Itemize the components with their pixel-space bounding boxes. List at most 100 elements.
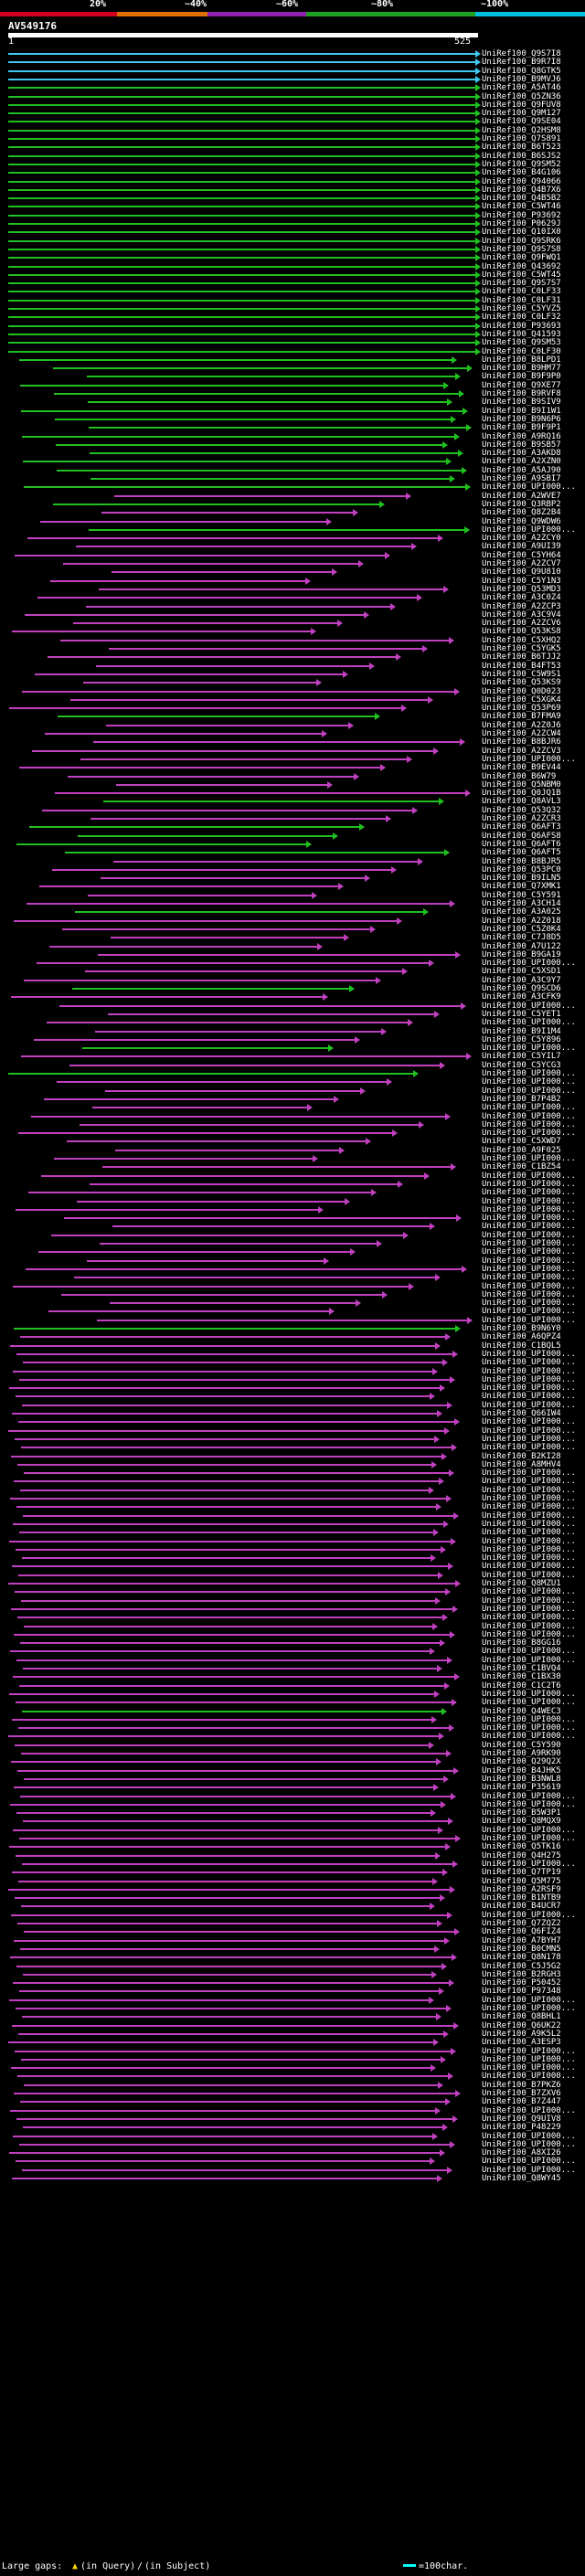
hit-alignment-bar[interactable] (8, 215, 475, 217)
hit-alignment-bar[interactable] (11, 2067, 431, 2069)
hit-alignment-bar[interactable] (54, 1158, 313, 1160)
hit-label-link[interactable]: UniRef100_C0LF31 (482, 296, 561, 305)
hit-label-link[interactable]: UniRef100_C5Y591 (482, 891, 561, 900)
hit-alignment-bar[interactable] (8, 223, 475, 225)
hit-label-link[interactable]: UniRef100_B2RGH3 (482, 1970, 561, 1979)
hit-alignment-bar[interactable] (8, 121, 475, 122)
hit-label-link[interactable]: UniRef100_Q6FIZ4 (482, 1927, 561, 1936)
hit-label-link[interactable]: UniRef100_UPI000... (482, 1443, 576, 1452)
hit-alignment-bar[interactable] (26, 1268, 462, 1270)
hit-label-link[interactable]: UniRef100_B5W3P1 (482, 1808, 561, 1818)
hit-alignment-bar[interactable] (12, 1565, 448, 1567)
hit-alignment-bar[interactable] (105, 1090, 360, 1092)
hit-alignment-bar[interactable] (22, 1863, 452, 1865)
hit-label-link[interactable]: UniRef100_Q5TK16 (482, 1842, 561, 1851)
hit-label-link[interactable]: UniRef100_Q7XMK1 (482, 882, 561, 891)
hit-label-link[interactable]: UniRef100_A2ZCW4 (482, 729, 561, 738)
hit-alignment-bar[interactable] (12, 2025, 453, 2027)
hit-alignment-bar[interactable] (113, 861, 418, 863)
hit-label-link[interactable]: UniRef100_Q0D023 (482, 687, 561, 696)
hit-alignment-bar[interactable] (8, 70, 475, 72)
hit-label-link[interactable]: UniRef100_UPI000... (482, 525, 576, 535)
hit-alignment-bar[interactable] (18, 1574, 438, 1576)
hit-alignment-bar[interactable] (22, 436, 454, 438)
hit-alignment-bar[interactable] (11, 1608, 452, 1610)
hit-alignment-bar[interactable] (20, 1796, 451, 1797)
hit-alignment-bar[interactable] (8, 112, 475, 114)
hit-alignment-bar[interactable] (21, 1600, 435, 1602)
hit-label-link[interactable]: UniRef100_B8GG16 (482, 1638, 561, 1648)
hit-alignment-bar[interactable] (14, 1634, 450, 1636)
hit-alignment-bar[interactable] (22, 2169, 447, 2171)
hit-alignment-bar[interactable] (23, 1820, 448, 1822)
hit-alignment-bar[interactable] (75, 911, 423, 913)
hit-alignment-bar[interactable] (8, 342, 475, 344)
hit-alignment-bar[interactable] (116, 784, 327, 786)
hit-label-link[interactable]: UniRef100_Q9SM53 (482, 338, 561, 347)
hit-label-link[interactable]: UniRef100_Q0JQ1B (482, 789, 561, 798)
hit-alignment-bar[interactable] (18, 1881, 432, 1882)
hit-label-link[interactable]: UniRef100_C7J8D5 (482, 933, 561, 942)
hit-label-link[interactable]: UniRef100_UPI000... (482, 1188, 576, 1197)
hit-alignment-bar[interactable] (8, 266, 475, 268)
hit-label-link[interactable]: UniRef100_B6SJS2 (482, 152, 561, 161)
hit-alignment-bar[interactable] (48, 1310, 329, 1312)
hit-alignment-bar[interactable] (83, 682, 316, 684)
hit-alignment-bar[interactable] (98, 954, 455, 956)
hit-alignment-bar[interactable] (35, 673, 343, 675)
hit-label-link[interactable]: UniRef100_UPI000... (482, 1231, 576, 1240)
hit-alignment-bar[interactable] (15, 2051, 451, 2052)
hit-alignment-bar[interactable] (45, 733, 322, 735)
hit-alignment-bar[interactable] (14, 2093, 455, 2094)
hit-alignment-bar[interactable] (8, 334, 475, 335)
hit-label-link[interactable]: UniRef100_UPI000... (482, 1316, 576, 1325)
hit-alignment-bar[interactable] (9, 1387, 440, 1389)
hit-label-link[interactable]: UniRef100_UPI000... (482, 1129, 576, 1138)
hit-label-link[interactable]: UniRef100_UPI000... (482, 1197, 576, 1206)
hit-label-link[interactable]: UniRef100_B9RVF8 (482, 389, 561, 398)
hit-alignment-bar[interactable] (14, 920, 397, 922)
hit-alignment-bar[interactable] (47, 1022, 408, 1023)
hit-label-link[interactable]: UniRef100_P93693 (482, 322, 561, 331)
hit-alignment-bar[interactable] (16, 1855, 435, 1857)
hit-label-link[interactable]: UniRef100_A3C9Y7 (482, 976, 561, 985)
hit-label-link[interactable]: UniRef100_A2Z0J6 (482, 721, 561, 730)
hit-alignment-bar[interactable] (11, 1456, 441, 1458)
hit-alignment-bar[interactable] (8, 351, 475, 353)
hit-label-link[interactable]: UniRef100_C5XWD7 (482, 1137, 561, 1146)
hit-alignment-bar[interactable] (22, 2016, 436, 2018)
hit-label-link[interactable]: UniRef100_UPI000... (482, 1656, 576, 1665)
hit-label-link[interactable]: UniRef100_UPI000... (482, 1562, 576, 1571)
hit-label-link[interactable]: UniRef100_UPI000... (482, 1613, 576, 1622)
hit-alignment-bar[interactable] (20, 2101, 445, 2103)
hit-alignment-bar[interactable] (56, 444, 442, 446)
hit-alignment-bar[interactable] (111, 937, 344, 938)
hit-alignment-bar[interactable] (16, 1659, 447, 1661)
hit-label-link[interactable]: UniRef100_UPI000... (482, 1002, 576, 1011)
hit-alignment-bar[interactable] (63, 563, 358, 565)
hit-alignment-bar[interactable] (15, 555, 385, 557)
hit-label-link[interactable]: UniRef100_B9MVJ6 (482, 75, 561, 84)
hit-alignment-bar[interactable] (55, 419, 451, 420)
hit-label-link[interactable]: UniRef100_UPI000... (482, 1069, 576, 1078)
hit-alignment-bar[interactable] (88, 895, 312, 896)
hit-label-link[interactable]: UniRef100_Q9UIV8 (482, 2115, 561, 2124)
hit-alignment-bar[interactable] (28, 1192, 371, 1193)
hit-label-link[interactable]: UniRef100_A2ZCV7 (482, 559, 561, 568)
hit-label-link[interactable]: UniRef100_C0LF32 (482, 313, 561, 322)
hit-label-link[interactable]: UniRef100_A3CH14 (482, 899, 561, 908)
hit-label-link[interactable]: UniRef100_UPI000... (482, 1553, 576, 1563)
hit-alignment-bar[interactable] (76, 546, 411, 547)
hit-label-link[interactable]: UniRef100_UPI000... (482, 2072, 576, 2081)
hit-label-link[interactable]: UniRef100_UPI000... (482, 1426, 576, 1436)
hit-alignment-bar[interactable] (10, 1650, 430, 1652)
hit-alignment-bar[interactable] (14, 1940, 444, 1942)
hit-alignment-bar[interactable] (8, 189, 475, 191)
hit-label-link[interactable]: UniRef100_C5XHQ2 (482, 636, 561, 645)
hit-alignment-bar[interactable] (21, 1055, 466, 1057)
hit-label-link[interactable]: UniRef100_C5YET1 (482, 1010, 561, 1019)
hit-alignment-bar[interactable] (19, 1685, 444, 1687)
hit-alignment-bar[interactable] (40, 521, 326, 523)
hit-label-link[interactable]: UniRef100_UPI000... (482, 1375, 576, 1384)
hit-label-link[interactable]: UniRef100_Q8GTK5 (482, 67, 561, 76)
